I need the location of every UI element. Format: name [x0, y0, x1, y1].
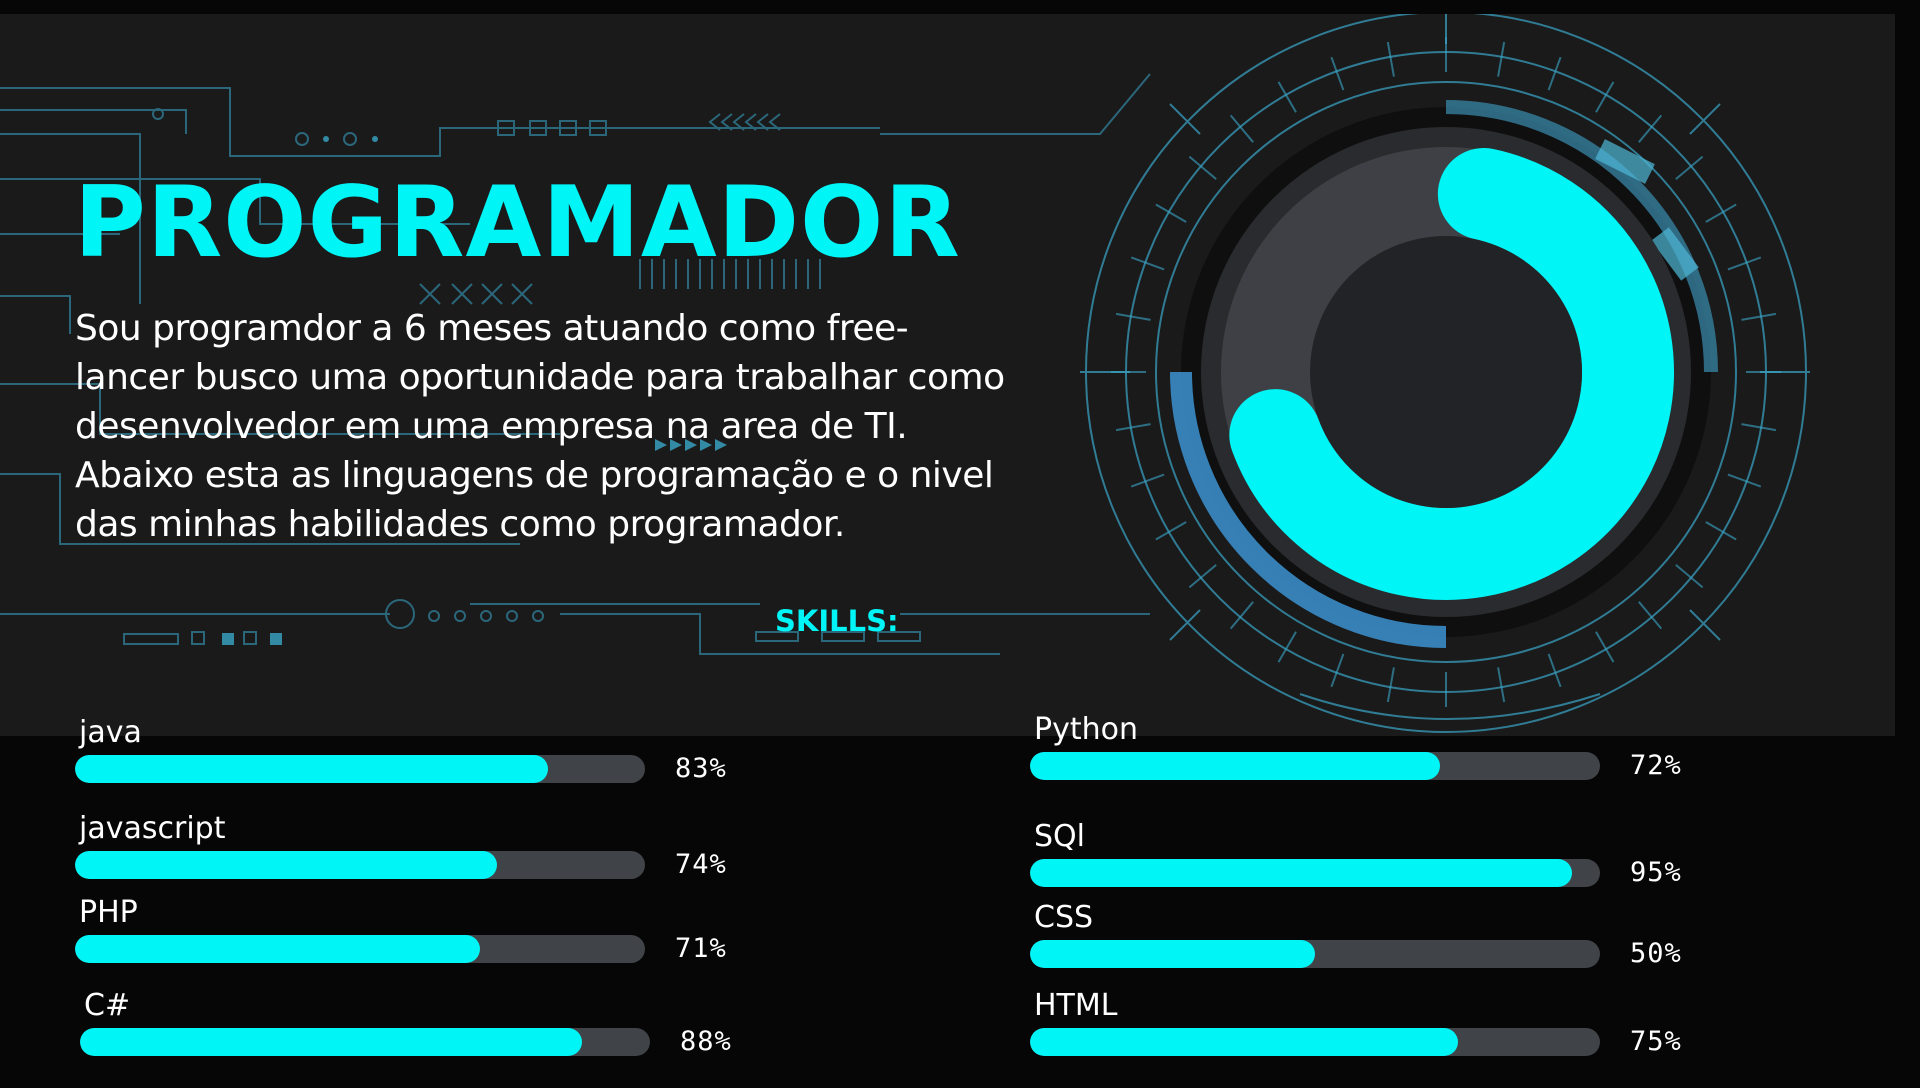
skill-progress-fill — [1030, 752, 1441, 780]
gauge-tick — [1675, 564, 1704, 589]
gauge-ring — [1218, 144, 1674, 600]
gauge-tick — [1330, 653, 1345, 688]
skill-row: SQl 95% — [1030, 819, 1790, 919]
gauge-ticks — [1111, 37, 1781, 707]
skill-progress-fill — [1030, 940, 1315, 968]
gauge-tick — [1497, 667, 1506, 703]
skill-percent: 72% — [1630, 750, 1682, 781]
skill-name: C# — [84, 988, 131, 1023]
skill-progress-track — [1030, 940, 1600, 968]
skill-name: javascript — [79, 811, 226, 846]
gauge-tick — [1277, 81, 1297, 113]
skill-progress-track — [1030, 752, 1600, 780]
skill-row: java 83% — [75, 715, 835, 815]
skill-row: C# 88% — [80, 988, 840, 1088]
gauge-tick — [1155, 203, 1187, 223]
skill-progress-track — [75, 851, 645, 879]
gauge-tick — [1675, 155, 1704, 180]
skill-name: PHP — [79, 895, 138, 930]
gauge-tick — [1705, 521, 1737, 541]
gauge-tick — [1727, 473, 1762, 488]
skill-row: CSS 50% — [1030, 900, 1790, 1000]
gauge-tick — [1497, 41, 1506, 77]
skill-progress-track — [75, 935, 645, 963]
profile-description: Sou programdor a 6 meses atuando como fr… — [75, 308, 1005, 545]
gauge-tick — [1595, 81, 1615, 113]
skill-progress-fill — [75, 851, 497, 879]
circular-progress-icon — [1080, 14, 1810, 733]
gauge-tick — [1727, 256, 1762, 271]
gauge-tick — [1188, 564, 1217, 589]
gauge-tick — [1155, 521, 1187, 541]
gauge-tick — [1638, 114, 1663, 143]
skill-progress-track — [1030, 1028, 1600, 1056]
skill-name: java — [79, 715, 142, 750]
skill-row: HTML 75% — [1030, 988, 1790, 1088]
skill-progress-fill — [75, 755, 549, 783]
gauge-tick — [1130, 256, 1165, 271]
skill-percent: 83% — [675, 753, 727, 784]
gauge-tick — [1547, 56, 1562, 91]
gauge-tick — [1188, 155, 1217, 180]
gauge-tick — [1115, 423, 1151, 432]
skill-progress-fill — [80, 1028, 582, 1056]
gauge-tick — [1229, 114, 1254, 143]
skill-name: SQl — [1034, 819, 1085, 854]
skill-row: javascript 74% — [75, 811, 835, 911]
circuit-background — [0, 73, 1151, 655]
skill-name: Python — [1034, 712, 1138, 747]
gauge-tick — [1229, 601, 1254, 630]
hero-panel: PROGRAMADOR Sou programdor a 6 meses atu… — [0, 14, 1895, 736]
skill-progress-track — [80, 1028, 650, 1056]
skill-progress-track — [1030, 859, 1600, 887]
skill-row: PHP 71% — [75, 895, 835, 995]
skill-percent: 88% — [680, 1026, 732, 1057]
skills-heading: SKILLS: — [775, 604, 899, 638]
skill-percent: 71% — [675, 933, 727, 964]
skill-percent: 50% — [1630, 938, 1682, 969]
gauge-tick — [1638, 601, 1663, 630]
gauge-tick — [1386, 41, 1395, 77]
gauge-tick — [1277, 631, 1297, 663]
gauge-tick — [1386, 667, 1395, 703]
skill-progress-track — [75, 755, 645, 783]
gauge-tick — [1115, 312, 1151, 321]
skill-percent: 75% — [1630, 1026, 1682, 1057]
gauge-tick — [1741, 423, 1777, 432]
page-title: PROGRAMADOR — [74, 166, 961, 280]
skill-name: HTML — [1034, 988, 1118, 1023]
skill-row: Python 72% — [1030, 712, 1790, 812]
skill-progress-fill — [1030, 859, 1572, 887]
skill-progress-fill — [75, 935, 480, 963]
gauge-tick — [1547, 653, 1562, 688]
skill-name: CSS — [1034, 900, 1094, 935]
gauge-tick — [1595, 631, 1615, 663]
gauge-tick — [1130, 473, 1165, 488]
gauge-tick — [1705, 203, 1737, 223]
skill-percent: 95% — [1630, 857, 1682, 888]
gauge-tick — [1741, 312, 1777, 321]
skill-percent: 74% — [675, 849, 727, 880]
gauge-tick — [1330, 56, 1345, 91]
skill-progress-fill — [1030, 1028, 1458, 1056]
